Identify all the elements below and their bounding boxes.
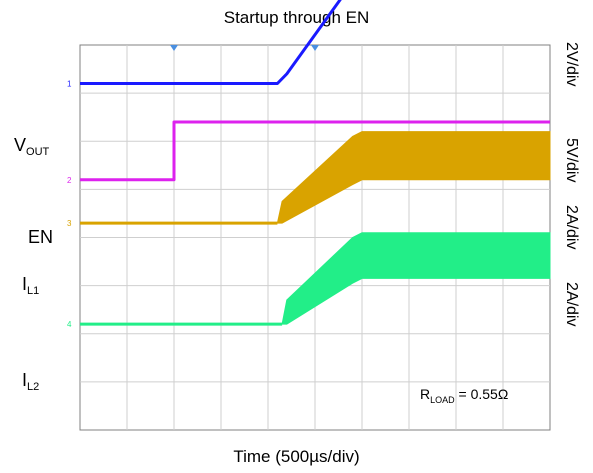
vout-trace	[80, 0, 342, 85]
en-trace	[80, 120, 550, 182]
trigger-markers	[170, 45, 319, 51]
x-axis-label: Time (500µs/div)	[233, 447, 360, 466]
traces: 1 2 3 4	[67, 0, 551, 329]
scale-ch1: 2V/div	[563, 42, 580, 87]
il1-trace	[80, 131, 551, 224]
scale-ch3: 2A/div	[563, 205, 580, 250]
scale-ch4: 2A/div	[563, 282, 580, 327]
il2-label: IL2	[22, 370, 40, 393]
scale-ch2: 5V/div	[563, 138, 580, 183]
en-channel-marker: 2	[67, 176, 72, 185]
il2-channel-marker: 4	[67, 320, 72, 329]
il2-trace	[80, 232, 551, 325]
chart-title: Startup through EN	[223, 8, 370, 27]
vout-channel-marker: 1	[67, 80, 72, 89]
il1-label: IL1	[22, 274, 40, 297]
rload-annotation: RLOAD = 0.55Ω	[420, 386, 509, 405]
vout-label: VOUT	[14, 135, 50, 158]
trigger-marker-2	[311, 45, 319, 51]
en-label: EN	[28, 227, 54, 247]
trigger-marker-1	[170, 45, 178, 51]
il1-channel-marker: 3	[67, 219, 72, 228]
